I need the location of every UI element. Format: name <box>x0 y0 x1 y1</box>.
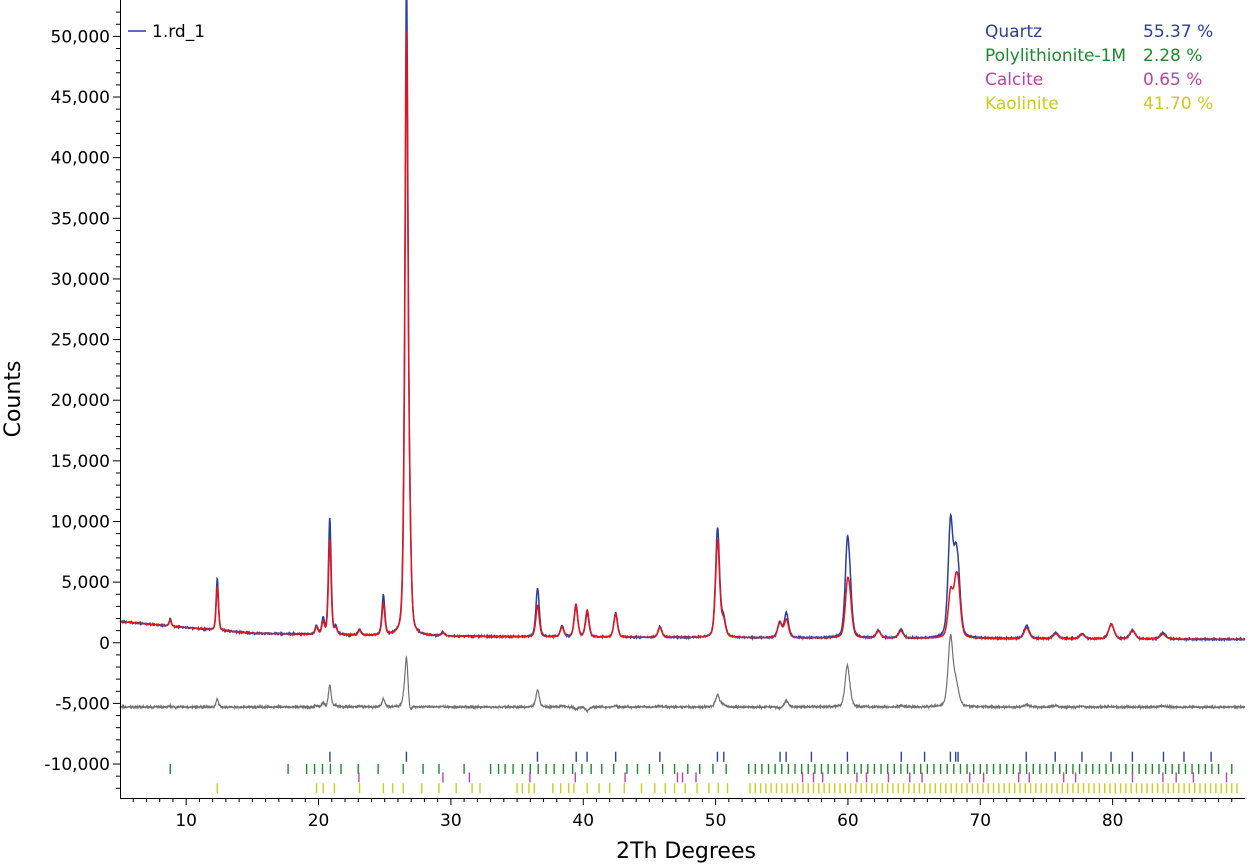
difference-curve <box>119 633 1246 714</box>
y-tick-label: 0 <box>99 634 110 654</box>
phase-name: Calcite <box>985 70 1043 90</box>
x-tick-label: 70 <box>969 811 991 831</box>
legend: 1.rd_1 <box>128 22 205 42</box>
legend-label-1rd1: 1.rd_1 <box>152 22 205 42</box>
phase-legend: Quartz 55.37 % Polylithionite-1M 2.28 % Calc… <box>985 22 1213 114</box>
y-tick-label: 5,000 <box>61 573 110 593</box>
phase-percent: 0.65 % <box>1143 70 1202 90</box>
y-tick-label: 20,000 <box>51 391 110 411</box>
x-tick-label: 80 <box>1102 811 1124 831</box>
phase-name: Polylithionite-1M <box>985 46 1126 66</box>
y-tick-label: -10,000 <box>44 755 110 775</box>
x-tick-label: 10 <box>175 811 197 831</box>
x-tick-label: 50 <box>705 811 727 831</box>
y-tick-label: 35,000 <box>51 209 110 229</box>
y-axis-title: Counts <box>1 361 26 438</box>
phase-percent: 2.28 % <box>1143 46 1202 66</box>
phase-tick-marks <box>169 751 1238 794</box>
y-tick-label: 15,000 <box>51 452 110 472</box>
y-tick-label: 30,000 <box>51 270 110 290</box>
x-tick-label: 40 <box>572 811 594 831</box>
calculated-curve <box>119 30 1245 641</box>
observed-curve <box>119 0 1246 643</box>
x-axis-title: 2Th Degrees <box>616 839 756 864</box>
phase-name: Quartz <box>985 22 1042 42</box>
y-tick-label: 25,000 <box>51 331 110 351</box>
phase-percent: 55.37 % <box>1143 22 1213 42</box>
x-tick-label: 60 <box>837 811 859 831</box>
y-tick-label: 10,000 <box>51 512 110 532</box>
phase-name: Kaolinite <box>985 94 1059 114</box>
y-tick-label: 45,000 <box>51 88 110 108</box>
y-tick-label: 40,000 <box>51 149 110 169</box>
phase-percent: 41.70 % <box>1143 94 1213 114</box>
y-tick-label: -5,000 <box>55 694 110 714</box>
y-tick-label: 50,000 <box>51 27 110 47</box>
x-tick-label: 20 <box>308 811 330 831</box>
plot-frame <box>120 0 1245 798</box>
x-tick-label: 30 <box>440 811 462 831</box>
